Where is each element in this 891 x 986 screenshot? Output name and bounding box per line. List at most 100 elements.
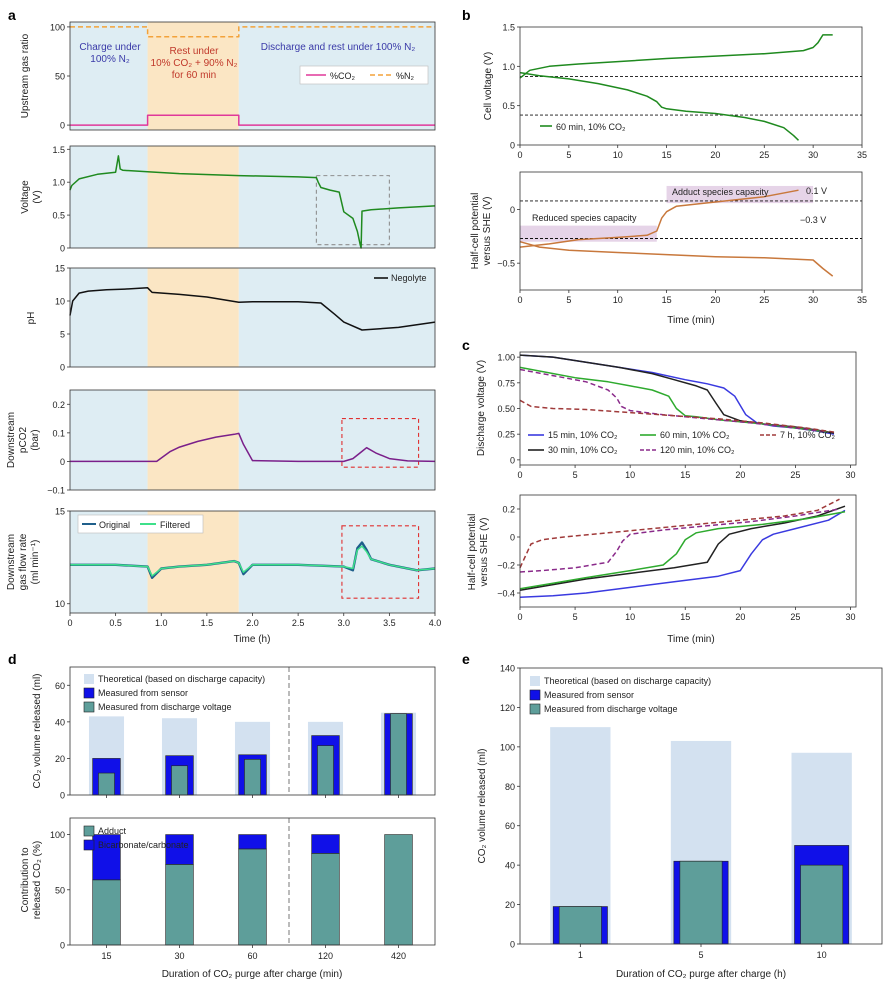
bar-discharge xyxy=(171,765,188,796)
series-line-0 xyxy=(70,114,435,126)
panel-c1: 0 0.25 0.50 0.75 1.00 0 5 10 15 20 25 30 Discharge v… xyxy=(476,351,857,480)
y-axis-label: Half-cell potential xyxy=(467,514,478,591)
phase-region xyxy=(238,146,435,248)
x-tick-label: 25 xyxy=(759,150,769,160)
x-tick-label: 0 xyxy=(517,612,522,622)
x-axis-label: Duration of CO₂ purge after charge (h) xyxy=(616,969,786,980)
series-line-2 xyxy=(519,511,846,590)
series-line-1 xyxy=(519,354,835,434)
phase-region xyxy=(238,390,435,490)
y-tick-label: −0.2 xyxy=(497,561,515,571)
y-tick-label: −0.5 xyxy=(497,259,515,269)
y-tick-label: 0 xyxy=(60,457,65,467)
legend-label: Theoretical (based on discharge capacity… xyxy=(544,676,711,686)
capacity-shade xyxy=(666,185,814,204)
y-tick-label: 50 xyxy=(55,72,65,82)
legend-swatch xyxy=(529,703,541,715)
y-axis-label: Downstream xyxy=(6,412,17,468)
x-tick-label: 60 xyxy=(247,951,257,961)
y-tick-label: 0 xyxy=(510,205,515,215)
y-axis-label: Contribution to xyxy=(20,847,31,912)
y-tick-label: 1.5 xyxy=(52,145,65,155)
panel-d1: 0 20 40 60 Theoretical (based on discharge c… xyxy=(32,666,436,801)
a2-labels: Voltage (V) xyxy=(20,180,43,214)
y-tick-label: 5 xyxy=(60,330,65,340)
y-axis-label: versus SHE (V) xyxy=(479,518,490,587)
bar-bicarbonate-carbonate xyxy=(238,834,267,850)
y-tick-label: 0 xyxy=(60,244,65,254)
y-tick-label: 40 xyxy=(505,861,515,871)
legend-swatch xyxy=(529,689,541,701)
x-tick-label: 4.0 xyxy=(429,618,442,628)
x-tick-label: 25 xyxy=(759,295,769,305)
y-axis-label: Discharge voltage (V) xyxy=(476,360,487,456)
x-tick-label: 1.5 xyxy=(201,618,214,628)
shade-label: Reduced species capacity xyxy=(532,213,637,223)
y-tick-label: 10 xyxy=(55,599,65,609)
reference-label: −0.3 V xyxy=(800,215,826,225)
x-tick-label: 15 xyxy=(662,295,672,305)
zoom-box xyxy=(341,525,420,599)
series-line-0 xyxy=(519,240,834,277)
legend-label: Filtered xyxy=(160,520,190,530)
x-axis-label: Duration of CO₂ purge after charge (min) xyxy=(162,969,343,980)
panel-c2: −0.4 −0.2 0 0.2 0 5 10 15 20 25 30 Half-cell potent… xyxy=(467,494,857,645)
panel-a4: −0.1 0 0.1 0.2 xyxy=(47,389,436,496)
y-tick-label: 0 xyxy=(60,941,65,951)
phase-label: Discharge and rest under 100% N₂ xyxy=(261,42,416,53)
series-line-0 xyxy=(70,432,436,463)
series-line-0 xyxy=(69,287,436,331)
y-tick-label: 0 xyxy=(60,791,65,801)
legend-label: Measured from discharge voltage xyxy=(98,702,232,712)
panel-letter: a xyxy=(8,7,16,23)
legend-label: 7 h, 10% CO₂ xyxy=(780,430,836,440)
y-tick-label: 0 xyxy=(510,940,515,950)
x-tick-label: 5 xyxy=(566,295,571,305)
legend-label: %N₂ xyxy=(396,71,415,81)
phase-region xyxy=(70,268,148,367)
x-tick-label: 2.5 xyxy=(292,618,305,628)
bar-discharge xyxy=(558,906,602,945)
phase-region xyxy=(70,146,148,248)
y-tick-label: 20 xyxy=(505,900,515,910)
x-tick-label: 10 xyxy=(625,612,635,622)
series-line-0 xyxy=(519,34,833,79)
y-tick-label: 0.75 xyxy=(497,378,515,388)
legend-label: Bicarbonate/carbonate xyxy=(98,840,189,850)
legend-label: 120 min, 10% CO₂ xyxy=(660,445,735,455)
panel-letter: b xyxy=(462,7,471,23)
x-tick-label: 0 xyxy=(517,150,522,160)
phase-label: for 60 min xyxy=(172,70,216,81)
series-line-1 xyxy=(519,505,846,591)
legend-swatch xyxy=(83,701,95,713)
legend-swatch xyxy=(530,676,540,686)
y-axis-label: gas flow rate xyxy=(18,533,29,590)
x-tick-label: 25 xyxy=(790,612,800,622)
bar-discharge xyxy=(800,864,844,945)
legend-label: Theoretical (based on discharge capacity… xyxy=(98,674,265,684)
x-tick-label: 3.0 xyxy=(337,618,350,628)
phase-label: Charge under xyxy=(79,42,141,53)
bar-bicarbonate-carbonate xyxy=(165,834,194,865)
bar-adduct xyxy=(92,879,121,946)
x-tick-label: 20 xyxy=(710,150,720,160)
x-tick-label: 10 xyxy=(613,150,623,160)
x-tick-label: 30 xyxy=(808,150,818,160)
y-tick-label: 100 xyxy=(50,22,65,32)
y-tick-label: 40 xyxy=(55,717,65,727)
y-tick-label: 15 xyxy=(55,507,65,517)
series-line-2 xyxy=(519,366,829,433)
phase-label: 10% CO₂ + 90% N₂ xyxy=(151,58,238,69)
y-tick-label: −0.4 xyxy=(497,589,515,599)
legend-label: %CO₂ xyxy=(330,71,356,81)
plot-frame xyxy=(69,666,436,796)
bar-discharge xyxy=(390,713,407,796)
legend-label: Adduct xyxy=(98,826,127,836)
y-axis-label: (ml min⁻¹) xyxy=(30,540,41,585)
series-line-0 xyxy=(519,354,835,435)
series-line-1 xyxy=(519,71,800,141)
x-tick-label: 1.0 xyxy=(155,618,168,628)
legend-label: 60 min, 10% CO₂ xyxy=(660,430,730,440)
